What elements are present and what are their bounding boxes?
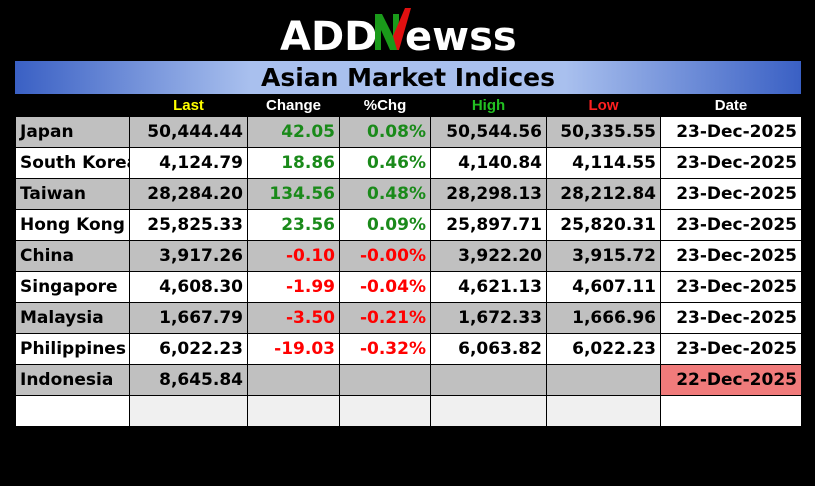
change-value: -3.50 (247, 302, 340, 334)
date-value: 23-Dec-2025 (660, 178, 802, 210)
table-row: Philippines 6,022.23 -19.03 -0.32% 6,063.82 6… (15, 333, 802, 365)
change-value: -0.10 (247, 240, 340, 272)
high-value (430, 364, 547, 396)
table-row: Japan 50,444.44 42.05 0.08% 50,544.56 50,335.… (15, 116, 802, 148)
low-value: 4,607.11 (546, 271, 661, 303)
low-value: 4,114.55 (546, 147, 661, 179)
low-value: 6,022.23 (546, 333, 661, 365)
logo-n-mark (375, 8, 411, 50)
empty-cell (430, 395, 547, 427)
high-value: 3,922.20 (430, 240, 547, 272)
date-value: 22-Dec-2025 (660, 364, 802, 396)
high-value: 25,897.71 (430, 209, 547, 241)
column-header-index (15, 94, 130, 117)
high-value: 4,140.84 (430, 147, 547, 179)
change-value: 23.56 (247, 209, 340, 241)
table-body: Japan 50,444.44 42.05 0.08% 50,544.56 50,335.… (15, 116, 802, 427)
empty-cell (247, 395, 340, 427)
last-value: 4,124.79 (129, 147, 248, 179)
date-value: 23-Dec-2025 (660, 147, 802, 179)
pct-change-value: -0.32% (339, 333, 431, 365)
low-value: 3,915.72 (546, 240, 661, 272)
high-value: 6,063.82 (430, 333, 547, 365)
date-value: 23-Dec-2025 (660, 302, 802, 334)
pct-change-value: -0.00% (339, 240, 431, 272)
addnewss-logo: ADD ewss (280, 8, 517, 60)
table-row: Taiwan 28,284.20 134.56 0.48% 28,298.13 28,21… (15, 178, 802, 210)
change-value: 42.05 (247, 116, 340, 148)
column-header-pct-chg: %Chg (339, 94, 431, 117)
last-value: 3,917.26 (129, 240, 248, 272)
pct-change-value: 0.48% (339, 178, 431, 210)
last-value: 4,608.30 (129, 271, 248, 303)
empty-cell (15, 395, 130, 427)
high-value: 4,621.13 (430, 271, 547, 303)
last-value: 25,825.33 (129, 209, 248, 241)
table-row: Malaysia 1,667.79 -3.50 -0.21% 1,672.33 1,666… (15, 302, 802, 334)
low-value: 25,820.31 (546, 209, 661, 241)
pct-change-value: 0.46% (339, 147, 431, 179)
column-header-high: High (430, 94, 547, 117)
change-value: 18.86 (247, 147, 340, 179)
index-name: Taiwan (15, 178, 130, 210)
index-name: Japan (15, 116, 130, 148)
column-header-low: Low (546, 94, 661, 117)
change-value: -19.03 (247, 333, 340, 365)
date-value: 23-Dec-2025 (660, 209, 802, 241)
empty-cell (129, 395, 248, 427)
date-value: 23-Dec-2025 (660, 333, 802, 365)
last-value: 8,645.84 (129, 364, 248, 396)
header-row: Last Change %Chg High Low Date (15, 94, 802, 117)
index-name: Philippines (15, 333, 130, 365)
table-row: Singapore 4,608.30 -1.99 -0.04% 4,621.13 4,60… (15, 271, 802, 303)
change-value: 134.56 (247, 178, 340, 210)
logo-text-post: ewss (405, 14, 517, 60)
pct-change-value: -0.21% (339, 302, 431, 334)
low-value: 1,666.96 (546, 302, 661, 334)
empty-row (15, 395, 802, 427)
high-value: 50,544.56 (430, 116, 547, 148)
date-value: 23-Dec-2025 (660, 116, 802, 148)
index-name: Hong Kong (15, 209, 130, 241)
last-value: 6,022.23 (129, 333, 248, 365)
title-banner: Asian Market Indices (15, 61, 801, 94)
empty-cell (546, 395, 661, 427)
table-row: South Korea 4,124.79 18.86 0.46% 4,140.84 4,1… (15, 147, 802, 179)
high-value: 1,672.33 (430, 302, 547, 334)
change-value: -1.99 (247, 271, 340, 303)
last-value: 28,284.20 (129, 178, 248, 210)
index-name: Malaysia (15, 302, 130, 334)
change-value (247, 364, 340, 396)
high-value: 28,298.13 (430, 178, 547, 210)
last-value: 1,667.79 (129, 302, 248, 334)
table-title: Asian Market Indices (260, 63, 556, 92)
pct-change-value: 0.09% (339, 209, 431, 241)
low-value (546, 364, 661, 396)
index-name: China (15, 240, 130, 272)
pct-change-value: -0.04% (339, 271, 431, 303)
index-name: Singapore (15, 271, 130, 303)
low-value: 28,212.84 (546, 178, 661, 210)
date-value: 23-Dec-2025 (660, 240, 802, 272)
indices-table: Last Change %Chg High Low Date Japan 50,444.44… (15, 94, 802, 427)
pct-change-value (339, 364, 431, 396)
low-value: 50,335.55 (546, 116, 661, 148)
logo-text-pre: ADD (280, 14, 377, 60)
table-row: China 3,917.26 -0.10 -0.00% 3,922.20 3,915.72… (15, 240, 802, 272)
empty-cell (339, 395, 431, 427)
column-header-date: Date (660, 94, 802, 117)
column-header-last: Last (129, 94, 248, 117)
pct-change-value: 0.08% (339, 116, 431, 148)
date-value: 23-Dec-2025 (660, 271, 802, 303)
empty-cell (660, 395, 802, 427)
table-row: Indonesia 8,645.84 22-Dec-2025 (15, 364, 802, 396)
last-value: 50,444.44 (129, 116, 248, 148)
index-name: South Korea (15, 147, 130, 179)
column-header-change: Change (247, 94, 340, 117)
table-row: Hong Kong 25,825.33 23.56 0.09% 25,897.71 25,… (15, 209, 802, 241)
index-name: Indonesia (15, 364, 130, 396)
